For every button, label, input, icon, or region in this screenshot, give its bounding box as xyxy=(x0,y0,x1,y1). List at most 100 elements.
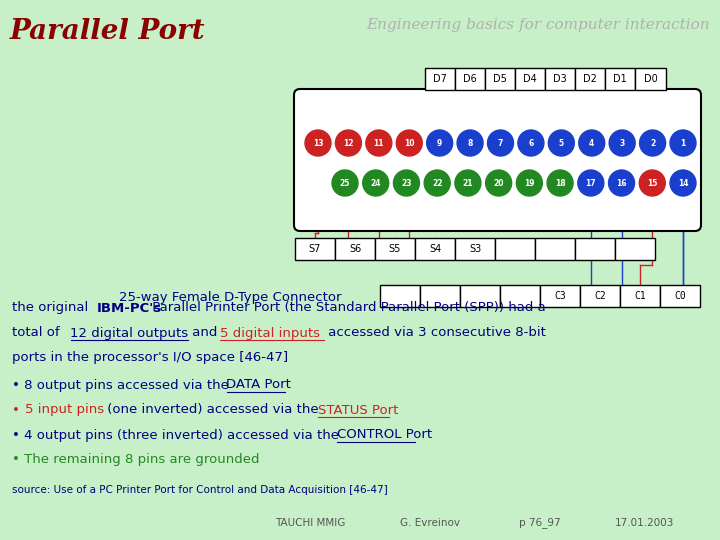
Circle shape xyxy=(455,170,481,196)
Text: G. Evreinov: G. Evreinov xyxy=(400,518,460,528)
Circle shape xyxy=(366,130,392,156)
Circle shape xyxy=(516,170,542,196)
Bar xyxy=(575,238,615,260)
Text: D4: D4 xyxy=(523,74,537,84)
Text: 25: 25 xyxy=(340,179,350,187)
Text: 23: 23 xyxy=(401,179,412,187)
Text: Parallel Printer Port (the Standard Parallel Port (SPP)) had a: Parallel Printer Port (the Standard Para… xyxy=(148,301,546,314)
Circle shape xyxy=(609,130,635,156)
Text: 25-way Female D-Type Connector: 25-way Female D-Type Connector xyxy=(119,292,341,305)
Bar xyxy=(295,238,335,260)
Text: 20: 20 xyxy=(493,179,504,187)
Text: D7: D7 xyxy=(433,74,446,84)
Text: 5 digital inputs: 5 digital inputs xyxy=(220,327,320,340)
Bar xyxy=(580,285,620,307)
Bar xyxy=(375,238,415,260)
Bar xyxy=(660,285,700,307)
Text: D2: D2 xyxy=(583,74,597,84)
Text: DATA Port: DATA Port xyxy=(227,379,292,392)
Text: C3: C3 xyxy=(554,291,566,301)
Text: 1: 1 xyxy=(680,138,685,147)
Text: • 8 output pins accessed via the: • 8 output pins accessed via the xyxy=(12,379,233,392)
Text: 3: 3 xyxy=(619,138,625,147)
Text: TAUCHI MMIG: TAUCHI MMIG xyxy=(275,518,345,528)
Text: 5 input pins: 5 input pins xyxy=(25,403,104,416)
Bar xyxy=(545,68,575,90)
Text: D3: D3 xyxy=(553,74,567,84)
Text: S3: S3 xyxy=(469,244,481,254)
Circle shape xyxy=(396,130,422,156)
Bar xyxy=(535,238,575,260)
Text: 7: 7 xyxy=(498,138,503,147)
Text: • The remaining 8 pins are grounded: • The remaining 8 pins are grounded xyxy=(12,454,259,467)
Text: Engineering basics for computer interaction: Engineering basics for computer interact… xyxy=(366,18,710,32)
Text: 24: 24 xyxy=(371,179,381,187)
Text: total of: total of xyxy=(12,327,64,340)
Bar xyxy=(540,285,580,307)
Text: the original: the original xyxy=(12,301,92,314)
Bar xyxy=(495,238,535,260)
Text: C2: C2 xyxy=(594,291,606,301)
Bar xyxy=(485,68,515,90)
Text: D6: D6 xyxy=(463,74,477,84)
Bar xyxy=(335,238,375,260)
Text: C1: C1 xyxy=(634,291,646,301)
Circle shape xyxy=(547,170,573,196)
Circle shape xyxy=(393,170,420,196)
Text: S5: S5 xyxy=(389,244,401,254)
Text: D0: D0 xyxy=(644,74,657,84)
Bar xyxy=(455,68,485,90)
Bar xyxy=(615,238,655,260)
Text: 22: 22 xyxy=(432,179,442,187)
Text: 8: 8 xyxy=(467,138,473,147)
Text: 17.01.2003: 17.01.2003 xyxy=(616,518,675,528)
Text: 15: 15 xyxy=(647,179,657,187)
Circle shape xyxy=(457,130,483,156)
Bar xyxy=(455,238,495,260)
FancyBboxPatch shape xyxy=(294,89,701,231)
Text: C0: C0 xyxy=(674,291,686,301)
Text: ports in the processor's I/O space [46-47]: ports in the processor's I/O space [46-4… xyxy=(12,352,288,365)
Text: 5: 5 xyxy=(559,138,564,147)
Text: p 76_97: p 76_97 xyxy=(519,517,561,529)
Bar xyxy=(515,68,545,90)
Text: (one inverted) accessed via the: (one inverted) accessed via the xyxy=(103,403,323,416)
Circle shape xyxy=(639,130,665,156)
Text: 6: 6 xyxy=(528,138,534,147)
Bar xyxy=(420,285,460,307)
Circle shape xyxy=(424,170,450,196)
Text: S7: S7 xyxy=(309,244,321,254)
Circle shape xyxy=(639,170,665,196)
Circle shape xyxy=(336,130,361,156)
Text: S4: S4 xyxy=(429,244,441,254)
Text: D1: D1 xyxy=(613,74,627,84)
Text: •: • xyxy=(12,403,24,416)
Circle shape xyxy=(579,130,605,156)
Text: 16: 16 xyxy=(616,179,627,187)
Text: 2: 2 xyxy=(650,138,655,147)
Text: Parallel Port: Parallel Port xyxy=(10,18,206,45)
Text: 9: 9 xyxy=(437,138,442,147)
Text: IBM-PC's: IBM-PC's xyxy=(96,301,161,314)
Bar xyxy=(620,285,660,307)
Text: STATUS Port: STATUS Port xyxy=(318,403,398,416)
Circle shape xyxy=(670,130,696,156)
Text: 12: 12 xyxy=(343,138,354,147)
Bar xyxy=(380,285,420,307)
Bar xyxy=(636,68,665,90)
Text: 17: 17 xyxy=(585,179,596,187)
Circle shape xyxy=(487,130,513,156)
Text: • 4 output pins (three inverted) accessed via the: • 4 output pins (three inverted) accesse… xyxy=(12,429,343,442)
Text: 13: 13 xyxy=(312,138,323,147)
Text: and: and xyxy=(187,327,221,340)
Circle shape xyxy=(549,130,575,156)
Circle shape xyxy=(363,170,389,196)
Text: source: Use of a PC Printer Port for Control and Data Acquisition [46-47]: source: Use of a PC Printer Port for Con… xyxy=(12,485,388,495)
Circle shape xyxy=(608,170,634,196)
Text: 4: 4 xyxy=(589,138,595,147)
Bar xyxy=(575,68,606,90)
Bar xyxy=(415,238,455,260)
Text: 11: 11 xyxy=(374,138,384,147)
Bar xyxy=(425,68,455,90)
Circle shape xyxy=(427,130,453,156)
